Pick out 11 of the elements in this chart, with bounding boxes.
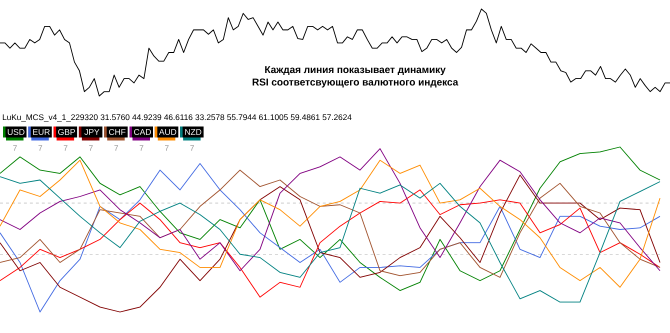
- annotation: RSI соответсвующего валютного индекса: [252, 78, 458, 88]
- legend-label: USD: [8, 129, 24, 135]
- chart-title: LuKu_MCS_v4_1_229320 31.5760 44.9239 46.6116 33.2578 55.7944 61.1005 59.4861 57.2624: [2, 114, 352, 122]
- annotation: Каждая линия показывает динамику: [265, 66, 446, 76]
- legend-label: AUD: [158, 129, 176, 135]
- legend-label: JPY: [84, 129, 100, 135]
- legend-label: CAD: [134, 129, 151, 135]
- legend-label: CHF: [109, 129, 126, 135]
- legend-label: GBP: [58, 129, 75, 135]
- legend-label: NZD: [185, 129, 202, 135]
- legend-label: EUR: [33, 129, 50, 135]
